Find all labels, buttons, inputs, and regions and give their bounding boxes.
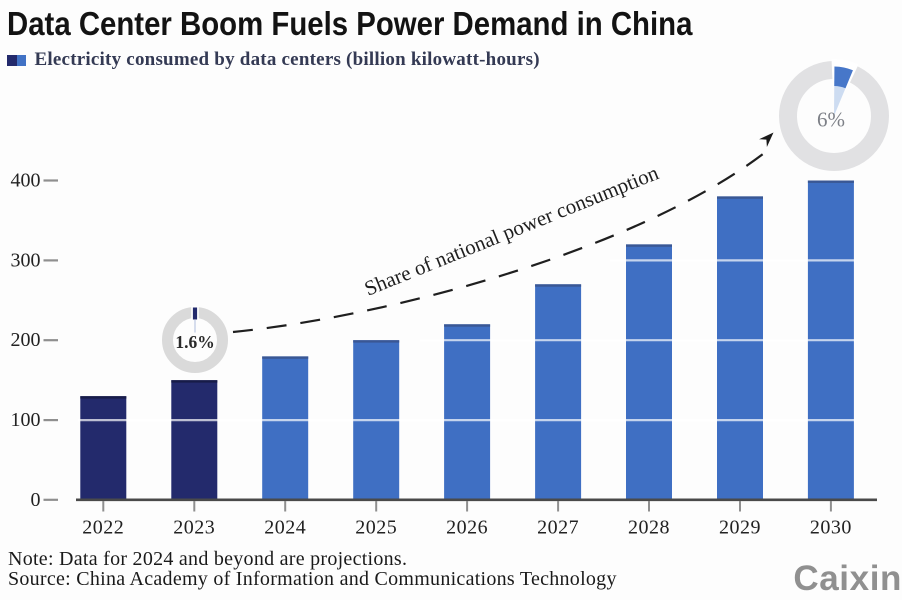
svg-text:Share of national power consum: Share of national power consumption (361, 160, 662, 300)
svg-text:0: 0 (31, 489, 41, 511)
svg-text:400: 400 (11, 170, 41, 192)
svg-text:2030: 2030 (810, 517, 852, 539)
svg-text:2027: 2027 (537, 517, 579, 539)
svg-text:300: 300 (11, 249, 41, 271)
svg-text:2029: 2029 (719, 517, 761, 539)
svg-text:100: 100 (11, 409, 41, 431)
svg-text:1.6%: 1.6% (175, 332, 214, 352)
svg-text:2022: 2022 (82, 517, 124, 539)
svg-text:200: 200 (11, 329, 41, 351)
svg-text:2023: 2023 (173, 517, 215, 539)
svg-text:2024: 2024 (264, 517, 306, 539)
svg-text:2026: 2026 (446, 517, 488, 539)
svg-text:2028: 2028 (628, 517, 670, 539)
svg-text:2025: 2025 (355, 517, 397, 539)
svg-text:6%: 6% (817, 108, 845, 132)
